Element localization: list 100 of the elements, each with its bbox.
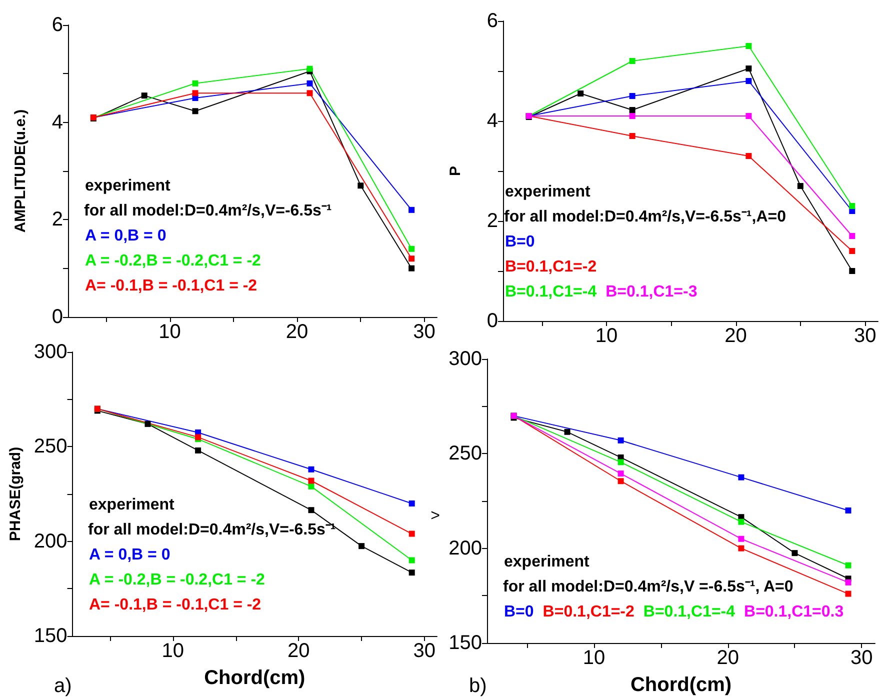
point [746,113,752,119]
point [629,107,636,113]
text: experiment [89,496,176,514]
y-tick-label: 300 [448,348,482,370]
point [408,206,415,213]
point [144,420,151,427]
y-tick-label: 6 [486,10,498,32]
point [358,182,364,189]
text: B=0 [505,234,535,250]
text: A = 0,B = 0 [89,546,170,564]
point [738,536,744,542]
y-tick-label: 4 [52,111,63,134]
text: experiment [505,184,592,200]
point [195,447,202,454]
x-tick-label: 20 [716,647,739,669]
point [738,545,744,552]
text: A= -0.1,B = -0.1,C1 = -2 [89,596,262,614]
annotation: for all model:D=0.4m²/s,V =-6.5s⁻¹, A=0 [503,578,794,596]
point [408,570,415,576]
point [746,153,752,159]
point [408,256,415,262]
x-tick-label: 20 [724,325,747,347]
point [738,518,744,525]
point [629,93,636,99]
point [746,66,752,72]
point [192,80,198,86]
y-tick-label: 150 [448,632,482,654]
point [849,268,856,274]
point [358,543,365,550]
point [408,246,415,252]
annotation: for all model:D=0.4m²/s,V=-6.5s⁻¹ [84,202,332,220]
point [308,466,314,472]
y-tick-label: 200 [448,537,482,560]
y-tick-label: 150 [34,625,68,647]
y-tick-label: 6 [52,14,63,36]
y-tick-label: 250 [448,442,482,465]
point [845,507,852,514]
point [408,557,415,564]
x-tick-label: 10 [582,647,606,669]
series-label: B=0.1,C1=0.3 [744,604,844,620]
point [618,459,624,466]
point [629,113,636,119]
point [849,233,856,239]
point [408,530,415,537]
point [578,90,584,96]
text: A = 0,B = 0 [85,228,166,244]
point [738,474,744,480]
x-tick-label: 30 [413,640,436,662]
y-tick-label: 0 [52,306,63,328]
point [408,265,415,272]
y-tick-label: 2 [486,210,498,232]
text: a) [54,675,72,697]
x-tick-label: 20 [286,321,308,343]
text: B=0.1,C1=-4 [643,604,736,620]
x-tick-label: 10 [158,321,181,343]
point [618,470,624,477]
text: A = -0.2,B = -0.2,C1 = -2 [85,252,262,270]
point [797,183,804,189]
point [306,80,313,86]
x-tick-label: 30 [413,321,436,343]
point [845,579,852,586]
annotation: for all model:D=0.4m²/s,V=-6.5s⁻¹,A=0 [504,208,786,226]
x-tick-label: 30 [850,647,873,669]
point [629,58,636,64]
point [618,478,624,484]
x-axis-title: Chord(cm) [204,667,306,689]
point [845,562,852,568]
point [408,500,415,506]
point [849,248,856,254]
point [792,550,798,556]
x-axis-title: Chord(cm) [630,674,732,696]
point [306,66,313,72]
text: A = -0.2,B = -0.2,C1 = -2 [89,572,266,588]
x-tick-label: 10 [162,640,184,662]
point [849,203,856,209]
y-tick-label: 250 [34,436,68,458]
text: B=0.1,C1=-2 [542,604,635,620]
text: B=0.1,C1=-4 [505,284,597,300]
point [308,478,314,484]
point [746,43,752,49]
point [306,90,313,96]
x-tick-label: 10 [595,325,618,347]
text: b) [469,675,487,697]
point [192,108,198,114]
point [629,133,636,139]
point [746,78,752,84]
text: experiment [504,554,590,570]
y-tick-label: 4 [486,110,498,132]
annotation: for all model:D=0.4m²/s,V=-6.5s⁻¹ [88,522,336,538]
y-tick-label: 200 [34,530,68,552]
y-tick-label: 0 [486,310,498,332]
point [618,437,624,444]
annotation: > [430,508,440,525]
y-tick-label: 300 [34,341,68,363]
point [141,92,148,99]
x-tick-label: 20 [288,640,310,662]
x-tick-label: 30 [854,325,876,347]
y-axis-title: AMPLITUDE(u.e.) [12,109,29,233]
text: B=0 [504,604,534,620]
y-tick-label: 2 [52,208,63,231]
